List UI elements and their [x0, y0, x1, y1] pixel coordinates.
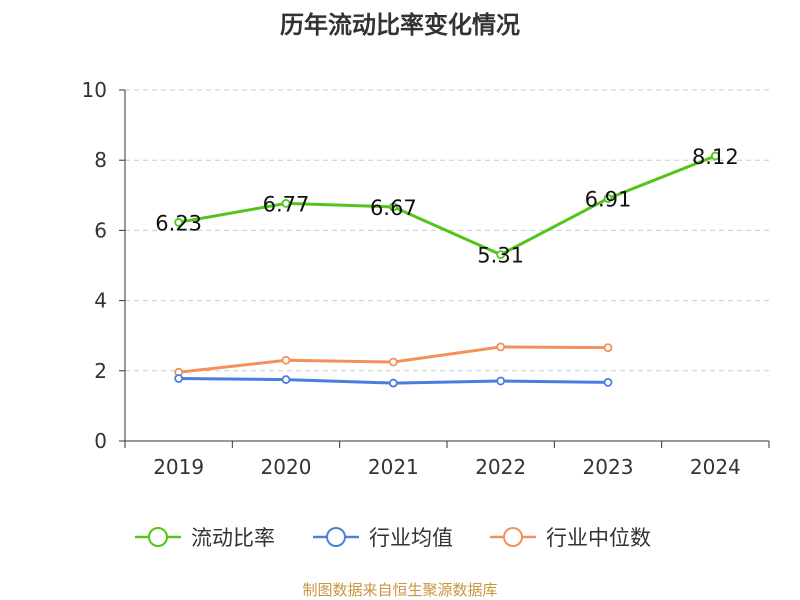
legend-label: 行业均值 — [369, 526, 453, 550]
legend-item-0[interactable]: 流动比率 — [135, 526, 275, 550]
data-label: 6.67 — [370, 196, 417, 220]
data-point — [496, 376, 506, 386]
legend: 流动比率 行业均值 行业中位数 — [135, 526, 651, 550]
legend-label: 流动比率 — [191, 526, 275, 550]
x-tick-label: 2024 — [690, 455, 741, 479]
data-point — [388, 357, 398, 367]
legend-marker — [503, 527, 523, 547]
legend-item-1[interactable]: 行业均值 — [313, 526, 453, 550]
data-label: 6.91 — [585, 187, 632, 211]
data-point — [388, 378, 398, 388]
x-tick-label: 2019 — [153, 455, 204, 479]
data-point — [710, 151, 720, 161]
data-point — [281, 355, 291, 365]
data-point — [496, 342, 506, 352]
chart-title: 历年流动比率变化情况 — [280, 11, 520, 39]
data-label-layer: 6.23 6.77 6.67 5.31 6.91 8.12 — [155, 145, 738, 268]
x-tick-label: 2023 — [583, 455, 634, 479]
y-tick-label: 4 — [94, 289, 107, 313]
source-note: 制图数据来自恒生聚源数据库 — [302, 581, 497, 599]
y-tick-label: 10 — [82, 78, 107, 102]
axis-layer: 0 2 4 6 8 10 2019 2020 2021 2022 2023 2024 — [82, 78, 770, 479]
y-tick-label: 8 — [94, 148, 107, 172]
legend-item-2[interactable]: 行业中位数 — [490, 526, 651, 550]
data-point — [388, 202, 398, 212]
data-label: 8.12 — [692, 145, 739, 169]
legend-marker — [326, 527, 346, 547]
data-point — [174, 374, 184, 383]
data-point — [174, 217, 184, 227]
legend-marker — [148, 527, 168, 547]
data-point — [603, 194, 613, 203]
legend-label: 行业中位数 — [546, 526, 651, 550]
y-tick-label: 6 — [94, 218, 107, 242]
data-label: 6.77 — [263, 192, 310, 216]
data-point — [281, 198, 291, 208]
series-2 — [174, 342, 613, 377]
x-tick-label: 2021 — [368, 455, 419, 479]
x-tick-label: 2020 — [261, 455, 312, 479]
series-line — [178, 154, 716, 257]
data-point — [603, 377, 613, 387]
x-tick-label: 2022 — [475, 455, 526, 479]
data-point — [496, 250, 506, 260]
y-tick-label: 0 — [94, 429, 107, 453]
data-label: 5.31 — [477, 244, 524, 268]
y-tick-label: 2 — [94, 359, 107, 383]
series-0 — [174, 151, 720, 260]
data-point — [603, 343, 613, 353]
series-layer — [174, 151, 720, 388]
data-point — [281, 375, 291, 384]
data-label: 6.23 — [155, 211, 202, 235]
series-1 — [174, 374, 613, 388]
